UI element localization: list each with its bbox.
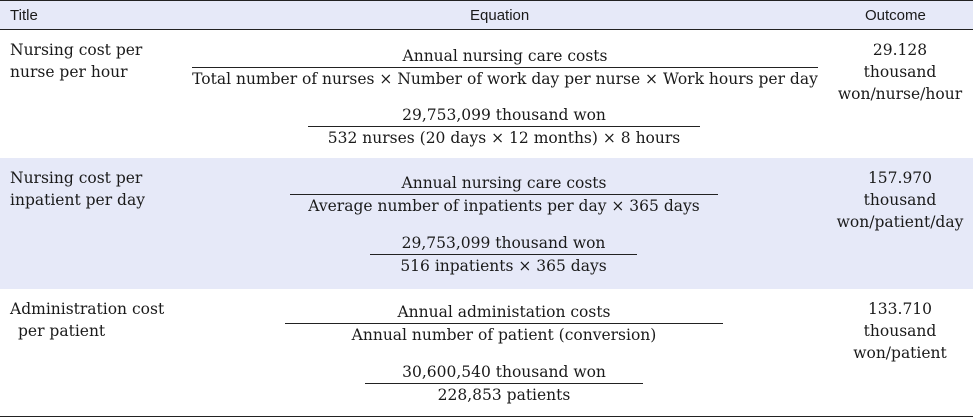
calc-denominator: 516 inpatients × 365 days [400,257,607,275]
outcome-line: 29.128 [872,41,928,59]
table-header: Title Equation Outcome [0,0,973,30]
outcome-line: thousand [863,191,937,209]
row-title-line: nurse per hour [10,63,128,81]
calc-numerator: 29,753,099 thousand won [401,234,606,252]
formula-numerator: Annual administation costs [397,303,611,321]
fraction-bar [290,194,718,195]
header-outcome: Outcome [865,7,926,24]
outcome-line: thousand [863,63,937,81]
header-equation: Equation [470,7,530,24]
row-title: Nursing cost per inpatient per day [10,167,175,211]
outcome-line: 157.970 [867,169,933,187]
fraction-bar [285,323,723,324]
outcome-line: won/patient [853,344,947,362]
table-row: Administration cost per patient Annual a… [0,289,973,417]
row-outcome: 157.970 thousand won/patient/day [830,167,970,233]
calc-numerator: 30,600,540 thousand won [402,363,606,381]
formula-fraction: Annual nursing care costs Average number… [290,173,718,216]
outcome-line: thousand [863,322,937,340]
fraction-bar [308,126,700,127]
row-title-line: Nursing cost per [10,169,143,187]
row-title-line: inpatient per day [10,191,145,209]
calc-fraction: 29,753,099 thousand won 516 inpatients ×… [370,233,637,276]
table-row: Nursing cost per inpatient per day Annua… [0,158,973,289]
row-title-line: per patient [18,322,106,340]
calc-denominator: 532 nurses (20 days × 12 months) × 8 hou… [327,129,681,147]
formula-numerator: Annual nursing care costs [401,174,607,192]
table-row: Nursing cost per nurse per hour Annual n… [0,30,973,158]
formula-denominator: Total number of nurses × Number of work … [192,70,818,88]
fraction-bar [370,254,637,255]
fraction-bar [192,67,818,68]
formula-fraction: Annual administation costs Annual number… [285,302,723,345]
row-title-line: Administration cost [10,300,165,318]
row-title: Nursing cost per nurse per hour [10,39,175,83]
calc-fraction: 29,753,099 thousand won 532 nurses (20 d… [308,105,700,148]
formula-denominator: Annual number of patient (conversion) [351,326,657,344]
outcome-line: won/patient/day [836,213,964,231]
outcome-line: won/nurse/hour [837,85,963,103]
row-outcome: 29.128 thousand won/nurse/hour [830,39,970,105]
formula-numerator: Annual nursing care costs [402,47,608,65]
header-title: Title [10,7,38,24]
outcome-line: 133.710 [867,300,933,318]
fraction-bar [365,383,643,384]
formula-fraction: Annual nursing care costs Total number o… [192,46,818,89]
row-title: Administration cost per patient [10,298,175,342]
row-outcome: 133.710 thousand won/patient [830,298,970,364]
row-title-line: Nursing cost per [10,41,143,59]
calc-fraction: 30,600,540 thousand won 228,853 patients [365,362,643,405]
calc-numerator: 29,753,099 thousand won [402,106,606,124]
calc-denominator: 228,853 patients [437,386,571,404]
formula-denominator: Average number of inpatients per day × 3… [308,197,700,215]
